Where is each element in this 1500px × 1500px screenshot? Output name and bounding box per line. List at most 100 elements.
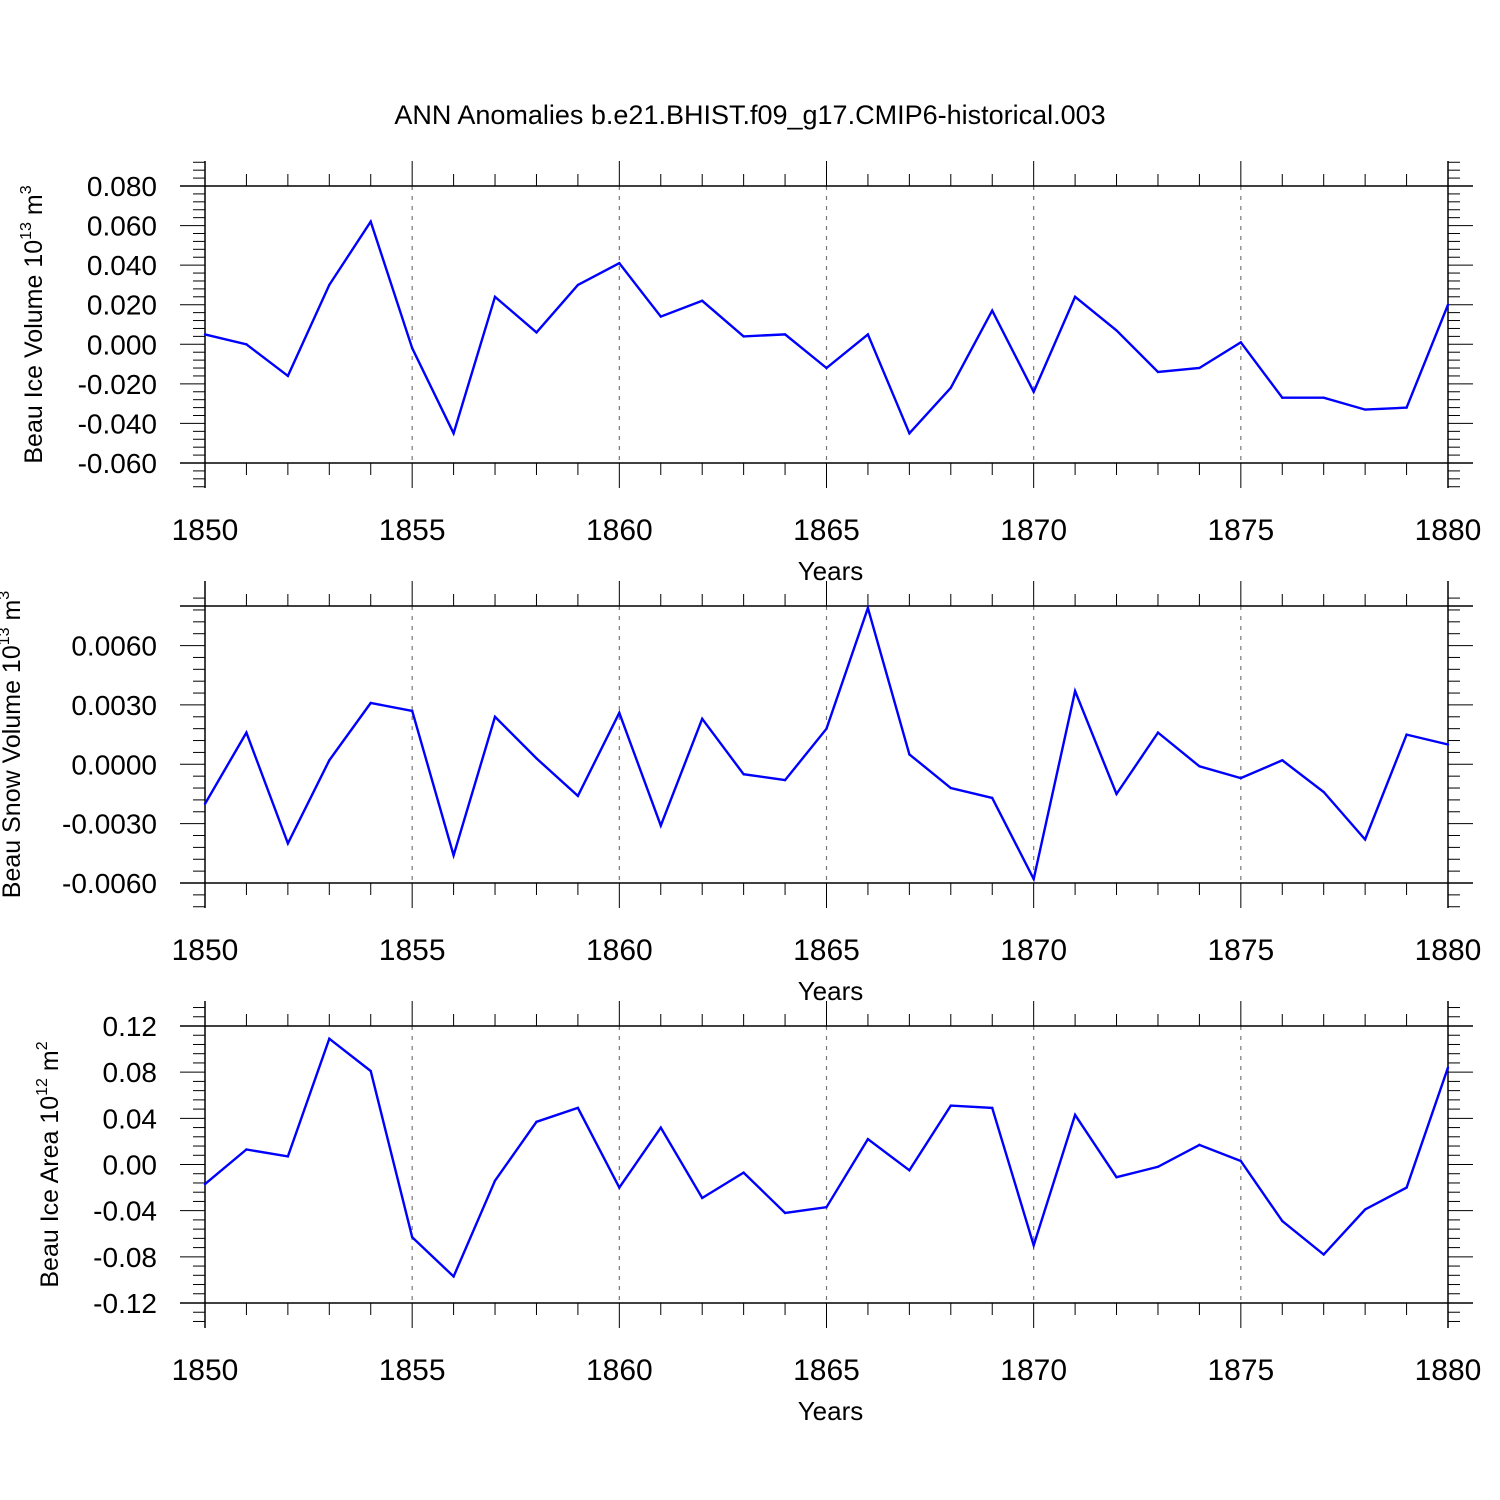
data-point [1239,1159,1243,1163]
data-point [576,794,580,798]
data-point [410,709,414,713]
data-point [493,715,497,718]
data-point [1115,792,1118,796]
y-tick-label: -0.0030 [62,809,157,840]
x-tick-label: 1875 [1207,1354,1274,1387]
data-point [369,220,372,223]
data-point [452,432,455,435]
x-tick-label: 1870 [1000,514,1067,547]
x-tick-label: 1855 [379,514,446,547]
panel-1: -0.060 -0.040 -0.020 0.000 0.020 0.040 0.060 0.… [18,161,1481,586]
data-point [1239,776,1243,780]
data-point [286,374,290,378]
data-point [783,1211,787,1215]
data-point [825,727,828,730]
data-point [1281,1219,1284,1223]
x-tick-label: 1880 [1415,514,1482,547]
data-point [328,759,331,762]
x-tick-label: 1850 [172,514,239,547]
data-point [1405,406,1408,409]
data-point [1198,1143,1201,1147]
data-point [783,778,787,782]
data-point [908,432,911,435]
data-point [286,1155,290,1158]
data-point [203,333,207,336]
data-point [1446,743,1450,746]
data-point [1115,1175,1118,1179]
data-point [742,335,745,338]
data-point [410,1236,414,1239]
data-point [701,1196,704,1200]
y-tick-label: -0.020 [78,369,157,400]
data-point [1073,1113,1077,1117]
data-point [493,1179,497,1182]
data-point [369,701,372,705]
data-point [535,757,538,760]
y-tick-label: 0.0030 [71,690,157,721]
data-point [245,1148,248,1151]
data-point [908,753,911,756]
data-point [991,796,994,800]
data-point [908,1169,911,1172]
y-tick-label: 0.0000 [71,749,157,780]
x-tick-label: 1850 [172,1354,239,1387]
y-tick-label: -0.0060 [62,868,157,899]
data-point [949,386,952,390]
data-point [742,772,745,776]
data-point [1032,1244,1035,1247]
data-point [452,854,455,857]
x-tick-label: 1855 [379,1354,446,1387]
y-tick-label: 0.12 [103,1011,158,1042]
data-point [535,1120,538,1123]
data-point [1281,759,1284,762]
data-point [659,315,662,318]
data-point [949,1104,952,1107]
data-point [245,731,248,734]
data-point [825,366,828,370]
data-point [618,711,621,715]
data-point [1032,390,1035,393]
data-point [286,842,290,845]
data-point [659,1126,662,1129]
data-point [866,606,870,610]
y-tick-label: 0.080 [87,171,157,202]
data-point [991,1106,994,1110]
data-point [410,347,414,350]
x-tick-label: 1870 [1000,1354,1067,1387]
x-tick-label: 1850 [172,934,239,967]
data-point [203,802,207,806]
data-point [1363,838,1367,841]
data-point [1446,303,1450,306]
panel-3: -0.12 -0.08 -0.04 0.00 0.04 0.08 0.12 1850 1855 1… [34,1001,1481,1426]
x-tick-label: 1865 [793,1354,860,1387]
data-point [659,824,662,827]
data-point [1363,408,1367,411]
y-tick-label: 0.000 [87,329,157,360]
x-tick-label: 1860 [586,1354,653,1387]
data-point [576,283,580,287]
data-point [1446,1066,1450,1069]
data-point [1281,396,1284,399]
y-tick-label: -0.04 [93,1196,157,1227]
data-point [1322,1253,1325,1256]
data-point [825,1206,828,1209]
y-tick-label: 0.0060 [71,631,157,662]
data-point [1115,329,1118,332]
data-point [576,1106,580,1110]
data-point [1322,396,1325,399]
data-point [783,333,787,336]
panels: -0.060 -0.040 -0.020 0.000 0.020 0.040 0.060 0.… [0,161,1481,1426]
data-point [493,295,497,298]
x-tick-label: 1865 [793,934,860,967]
data-point [452,1275,455,1278]
y-tick-label: -0.08 [93,1242,157,1273]
data-point [991,309,994,312]
data-point [328,283,331,287]
data-point [949,786,952,790]
data-point [1405,733,1408,736]
data-point [866,1137,870,1141]
data-point [1198,765,1201,768]
data-point [1156,731,1160,734]
y-tick-label: 0.020 [87,290,157,321]
x-tick-label: 1880 [1415,1354,1482,1387]
